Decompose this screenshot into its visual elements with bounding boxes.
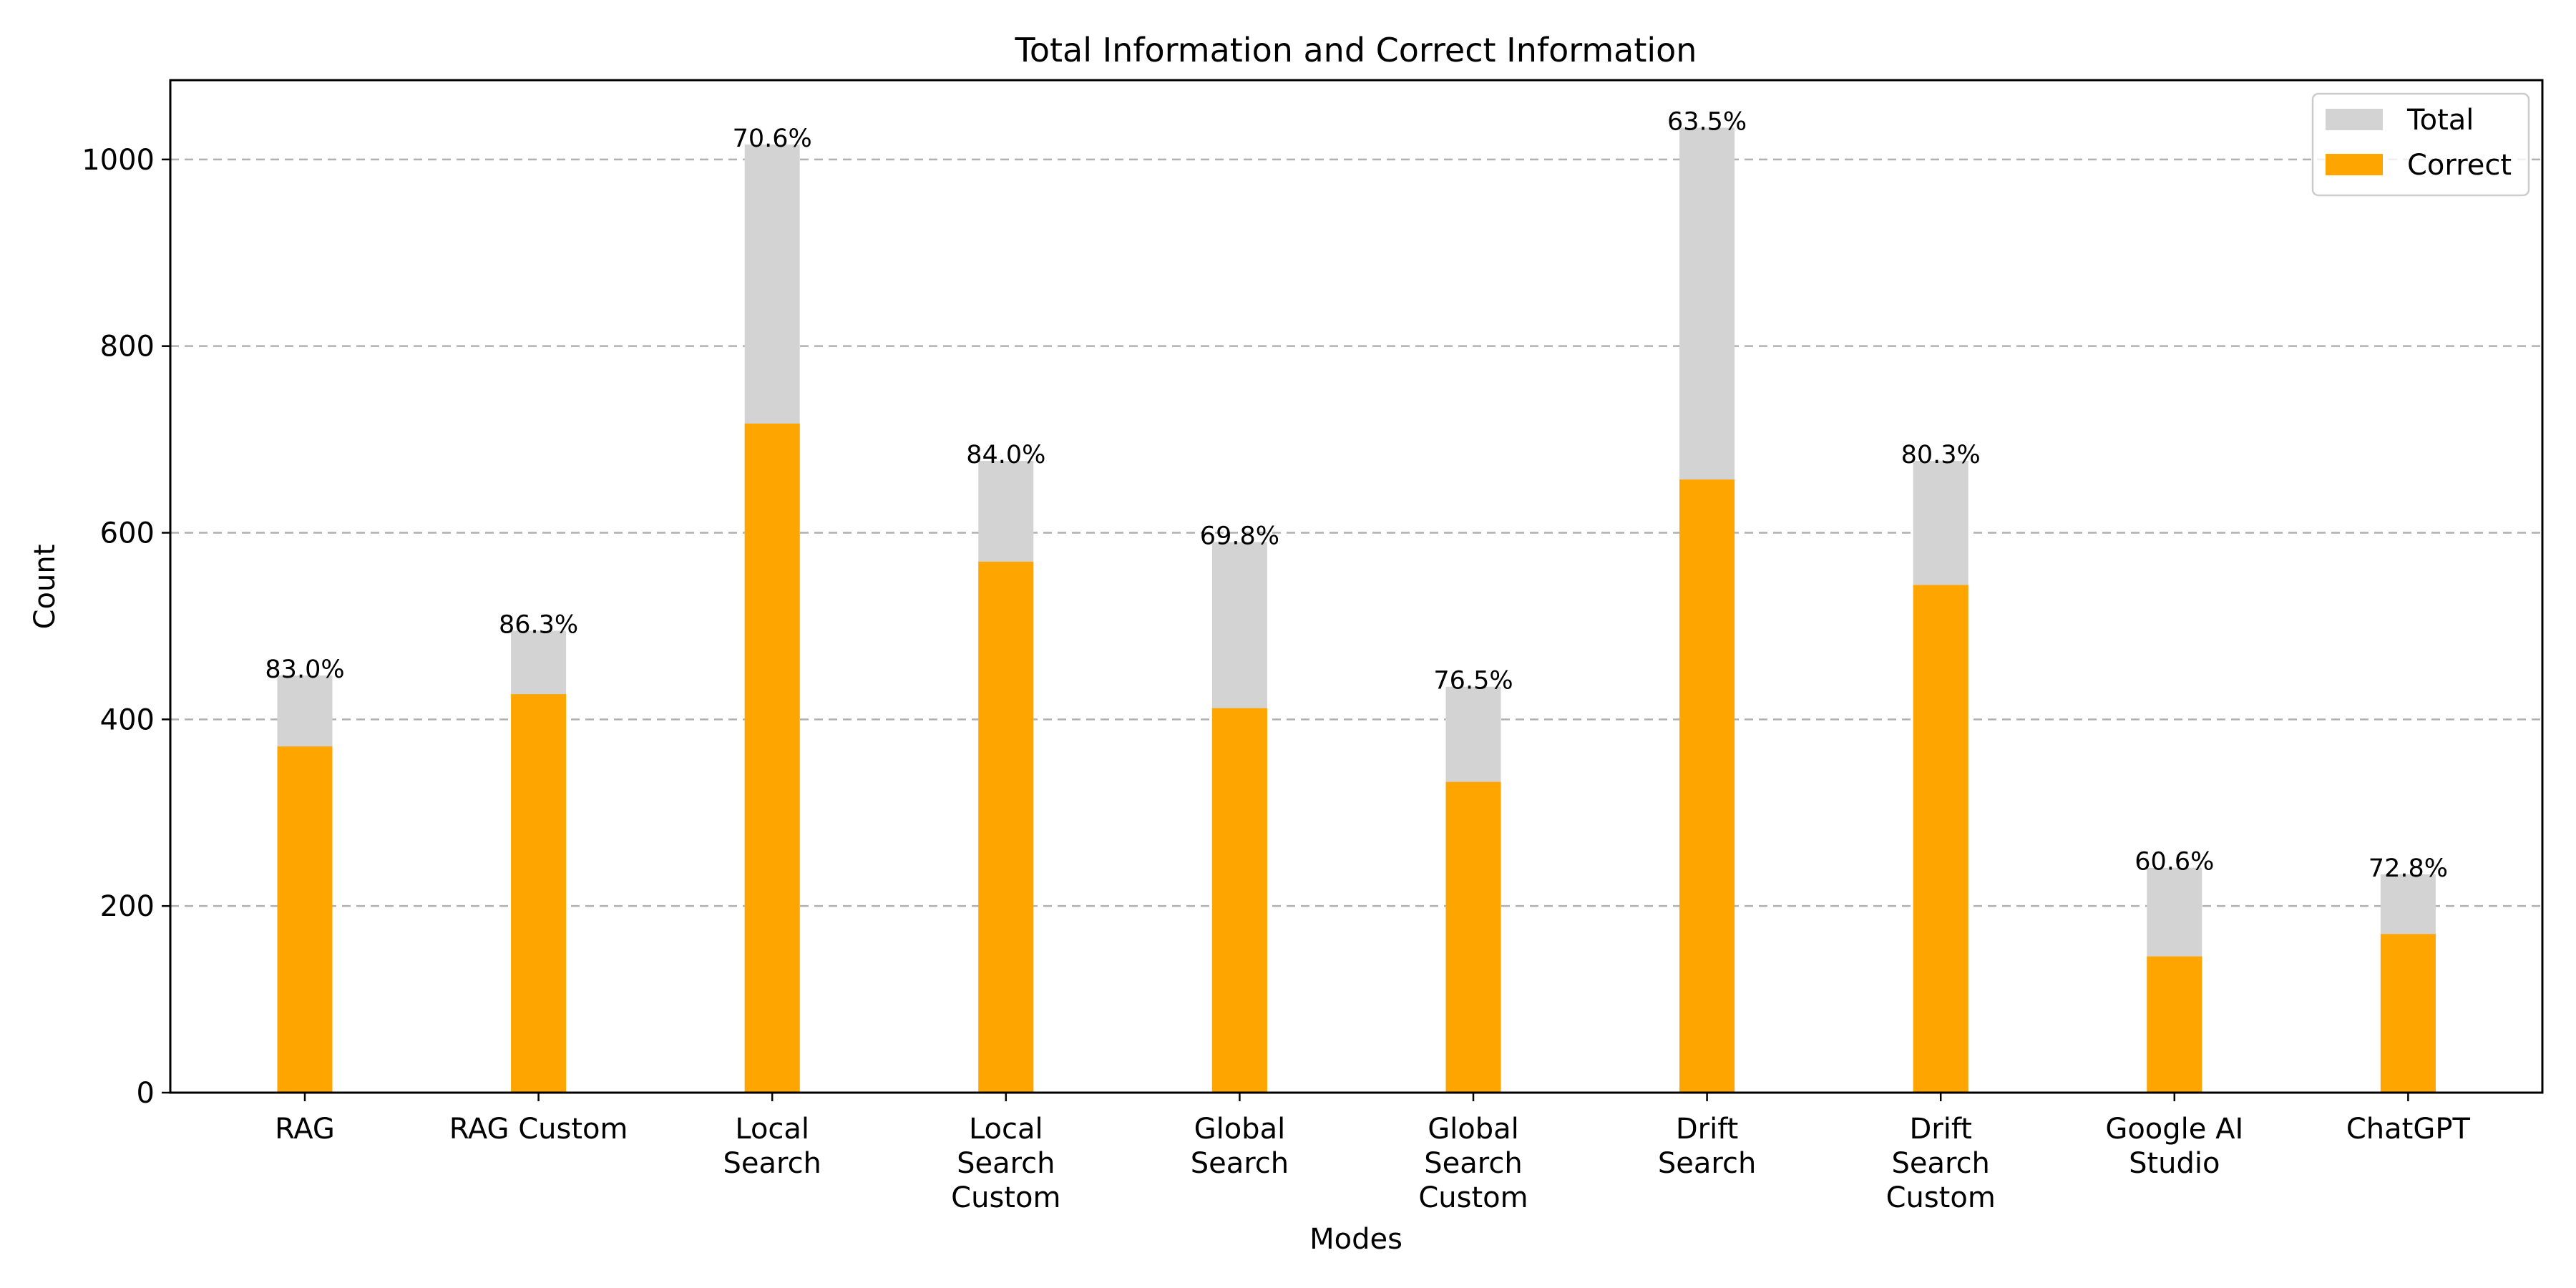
x-tick-label-line: Search: [1658, 1147, 1756, 1180]
bars: [277, 127, 2436, 1093]
bar-correct: [1445, 781, 1501, 1093]
percent-label: 84.0%: [966, 441, 1045, 469]
x-tick-label-line: Drift: [1909, 1113, 1971, 1146]
percent-label: 60.6%: [2135, 848, 2214, 877]
y-tick-label: 0: [137, 1077, 155, 1110]
x-tick-label-line: Google AI: [2105, 1113, 2243, 1146]
percent-label: 76.5%: [1433, 667, 1513, 696]
bar-correct: [978, 561, 1034, 1093]
x-tick-label-line: Local: [735, 1113, 809, 1146]
bar-correct: [511, 694, 567, 1093]
x-tick-label: Global Search Custom: [1418, 1113, 1528, 1214]
percent-label: 72.8%: [2368, 854, 2448, 883]
percent-label: 70.6%: [733, 125, 812, 153]
data-labels: 83.0% 86.3% 70.6% 84.0% 69.8% 76.5% 63.5% 80.3%…: [265, 108, 2448, 883]
legend-label-total: Total: [2406, 104, 2474, 137]
x-tick-label-line: Drift: [1676, 1113, 1738, 1146]
x-tick-label-line: RAG: [275, 1113, 335, 1146]
x-tick-label: ChatGPT: [2346, 1113, 2471, 1146]
bar-correct: [1211, 708, 1267, 1093]
x-tick-label: Global Search: [1191, 1113, 1289, 1180]
x-tick-label: Local Search Custom: [951, 1113, 1060, 1214]
x-axis-label: Modes: [1309, 1223, 1402, 1256]
x-tick-label-line: Search: [1891, 1147, 1989, 1180]
chart-title: Total Information and Correct Informatio…: [1015, 31, 1697, 69]
x-tick-label-line: Custom: [1886, 1181, 1996, 1214]
bar-correct: [744, 423, 800, 1093]
y-tick-label: 600: [100, 517, 155, 550]
x-tick-label-line: Search: [723, 1147, 821, 1180]
x-tick-label-line: Custom: [1418, 1181, 1528, 1214]
legend-label-correct: Correct: [2407, 149, 2512, 182]
legend-swatch-correct: [2326, 154, 2383, 175]
bar-correct: [1679, 479, 1735, 1093]
x-tick-label: RAG: [275, 1113, 335, 1146]
plot-frame: [169, 79, 2544, 1094]
bar-correct: [2380, 934, 2436, 1093]
percent-label: 80.3%: [1901, 441, 1981, 469]
legend-swatch-total: [2326, 109, 2383, 130]
x-tick-label: Local Search: [723, 1113, 821, 1180]
x-tick-label: RAG Custom: [449, 1113, 628, 1146]
y-axis-label: Count: [29, 545, 62, 630]
x-tick-label-line: Custom: [951, 1181, 1060, 1214]
percent-label: 83.0%: [265, 655, 344, 684]
x-tick-label-line: Search: [957, 1147, 1055, 1180]
bar-correct: [1913, 585, 1968, 1093]
x-tick-label-line: Search: [1191, 1147, 1289, 1180]
x-tick-label-line: Global: [1194, 1113, 1286, 1146]
x-tick-label-line: RAG Custom: [449, 1113, 628, 1146]
bar-correct: [2147, 956, 2202, 1093]
percent-label: 63.5%: [1667, 108, 1747, 137]
x-tick-label-line: Studio: [2129, 1147, 2220, 1180]
y-tick-label: 800: [100, 331, 155, 364]
legend: Total Correct: [2311, 92, 2530, 197]
y-axis: 0 200 400 600 800 1000: [82, 144, 170, 1110]
x-tick-label-line: Search: [1424, 1147, 1522, 1180]
x-tick-label-line: ChatGPT: [2346, 1113, 2471, 1146]
y-tick-label: 200: [100, 890, 155, 923]
y-tick-label: 400: [100, 703, 155, 736]
y-tick-label: 1000: [82, 144, 155, 177]
x-tick-label-line: Local: [969, 1113, 1043, 1146]
bar-correct: [277, 746, 333, 1093]
x-tick-label: Drift Search: [1658, 1113, 1756, 1180]
percent-label: 69.8%: [1200, 522, 1279, 551]
x-tick-label: Google AI Studio: [2105, 1113, 2243, 1180]
x-tick-label: Drift Search Custom: [1886, 1113, 1996, 1214]
x-tick-label-line: Global: [1428, 1113, 1519, 1146]
percent-label: 86.3%: [499, 610, 578, 639]
